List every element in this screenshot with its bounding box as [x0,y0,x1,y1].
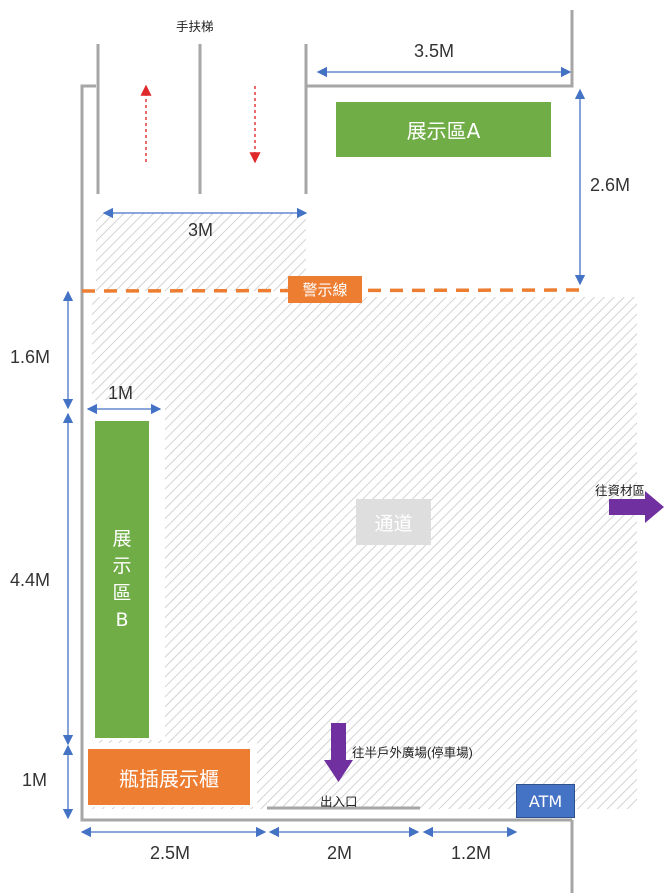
entrance-label: 出入口 [320,795,358,809]
dim-top-width: 3.5M [414,41,455,61]
dim-escalator-width: 3M [188,220,214,240]
to-materials-label: 往資材區 [595,484,646,498]
dim-right-depth: 2.6M [590,175,631,195]
zone-b: 展 示 區 B [95,421,149,738]
zone-a-label: 展示區A [406,119,481,143]
zone-b-label-2: 示 [112,554,132,577]
zone-b-label-4: B [115,608,129,631]
to-materials-arrow-icon [609,491,664,523]
atm-label: ATM [528,791,563,811]
walls [80,10,574,893]
zone-b-label-1: 展 [112,527,132,550]
aisle-hatch [92,297,637,809]
dim-zone-b-width: 1M [108,383,134,403]
dim-left-middle: 4.4M [10,570,51,590]
warning-line-tag: 警示線 [288,276,362,303]
warning-line-label: 警示線 [302,281,348,299]
dim-bottom-right: 1.2M [451,843,492,863]
aisle-label: 通道 [374,512,413,535]
vase-display-cabinet: 瓶插展示櫃 [88,749,250,805]
zone-b-label-3: 區 [112,581,132,604]
escalator-label: 手扶梯 [176,20,214,34]
dim-left-lower: 1M [22,770,48,790]
dim-bottom-left: 2.5M [150,843,191,863]
vase-display-cabinet-label: 瓶插展示櫃 [119,766,219,791]
zone-a: 展示區A [336,102,551,157]
atm-box: ATM [516,784,575,818]
dim-bottom-middle: 2M [327,843,353,863]
to-outdoor-plaza-label: 往半戶外廣場(停車場) [352,746,473,760]
dimension-lines [62,66,586,838]
escalator-landing-hatch [96,213,306,291]
aisle-tag: 通道 [356,499,431,545]
to-outdoor-plaza-arrow-icon [324,723,353,782]
dim-left-upper: 1.6M [10,347,51,367]
